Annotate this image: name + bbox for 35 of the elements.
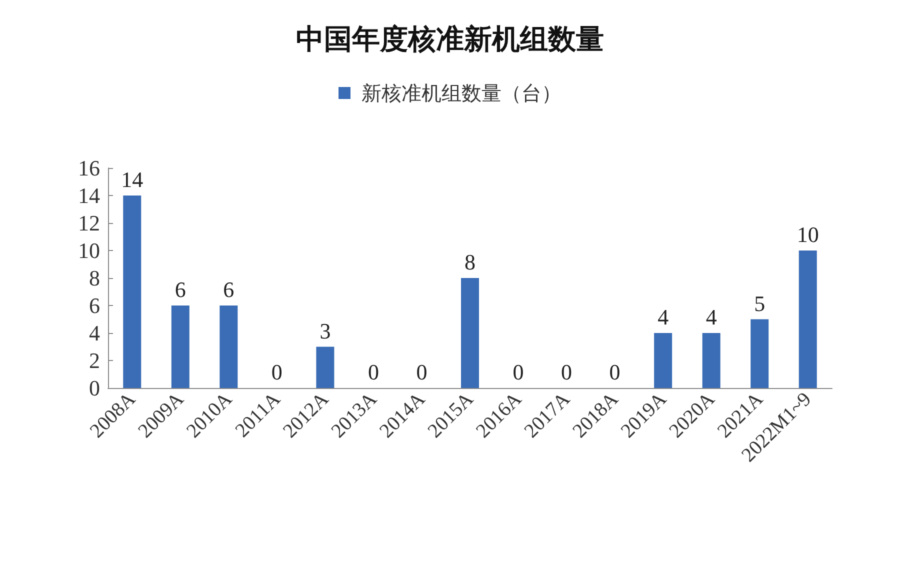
data-label: 0	[271, 360, 282, 384]
data-label: 10	[796, 222, 819, 247]
y-tick-label: 12	[78, 210, 100, 236]
y-tick-label: 10	[78, 238, 100, 263]
y-tick-label: 8	[89, 266, 100, 290]
data-label: 8	[464, 250, 476, 274]
bar	[123, 196, 142, 388]
bar	[316, 346, 334, 388]
bar	[702, 333, 720, 388]
data-label: 0	[512, 360, 524, 384]
data-label: 6	[174, 277, 186, 302]
bar	[220, 306, 238, 388]
data-label: 14	[121, 167, 144, 192]
bar	[461, 278, 479, 388]
bar	[750, 319, 769, 388]
legend-label: 新核准机组数量（台）	[362, 81, 562, 105]
chart-title: 中国年度核准新机组数量	[296, 22, 604, 56]
bar	[171, 306, 190, 388]
y-tick-label: 2	[89, 348, 100, 373]
data-label: 0	[368, 360, 379, 384]
data-label: 5	[754, 290, 766, 316]
y-tick-label: 16	[78, 156, 100, 180]
data-label: 3	[320, 318, 331, 344]
data-label: 0	[609, 360, 620, 384]
data-label: 6	[223, 277, 234, 302]
y-tick-label: 14	[78, 183, 100, 208]
y-tick-label: 6	[89, 293, 100, 318]
data-label: 4	[706, 304, 717, 330]
data-label: 4	[658, 304, 669, 330]
data-label: 0	[561, 360, 572, 384]
y-tick-label: 4	[89, 320, 100, 346]
data-label: 0	[416, 360, 428, 384]
bar	[654, 333, 672, 388]
bar	[798, 250, 817, 388]
y-tick-label: 0	[89, 376, 100, 400]
